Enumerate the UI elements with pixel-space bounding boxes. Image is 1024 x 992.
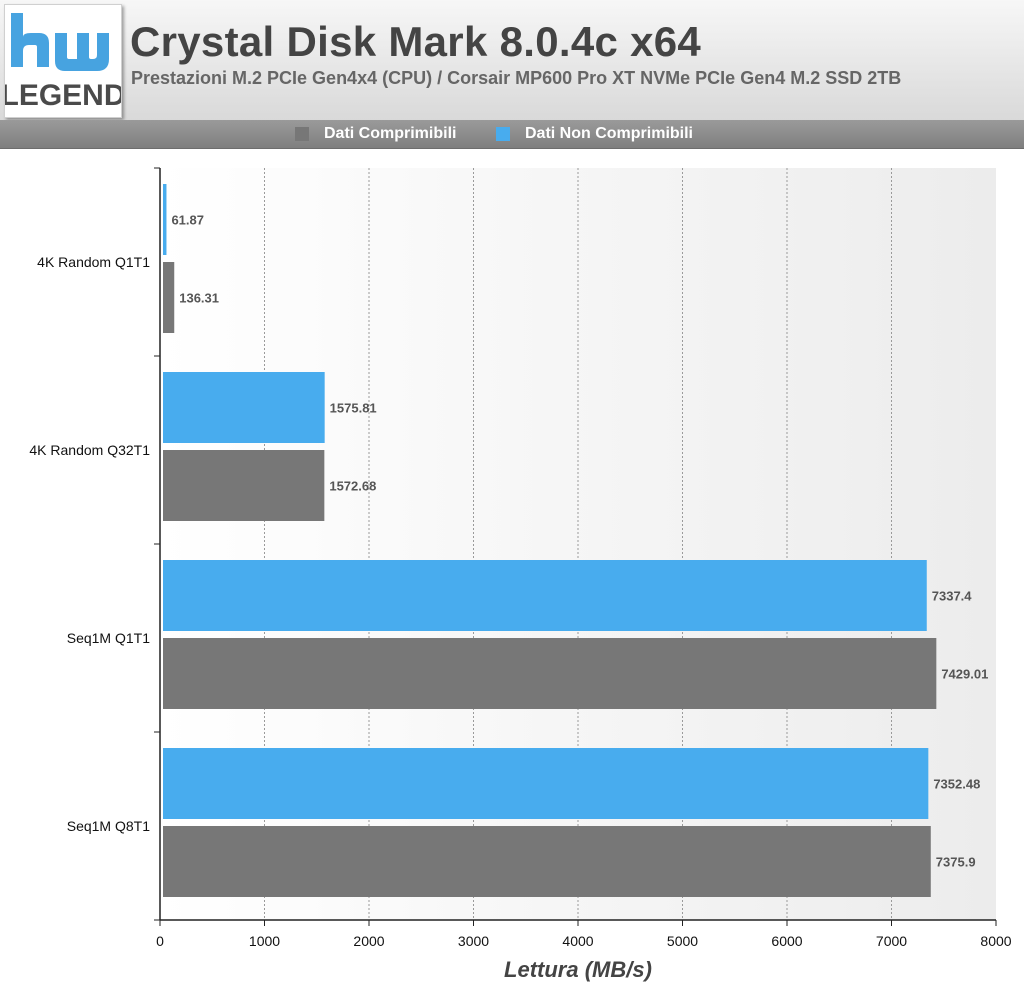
bar xyxy=(163,638,937,709)
chart-subtitle: Prestazioni M.2 PCIe Gen4x4 (CPU) / Cors… xyxy=(131,68,902,88)
data-label: 1572.68 xyxy=(329,479,376,494)
svg-text:LEGEND: LEGEND xyxy=(5,79,121,112)
logo: LEGEND xyxy=(4,4,122,118)
chart-title: Crystal Disk Mark 8.0.4c x64 xyxy=(130,18,702,65)
legend-swatch-blue xyxy=(496,127,510,141)
x-tick-label: 6000 xyxy=(771,933,802,949)
x-tick-label: 4000 xyxy=(562,933,593,949)
x-tick-label: 3000 xyxy=(458,933,489,949)
x-tick-label: 8000 xyxy=(980,933,1011,949)
bar xyxy=(163,748,929,819)
category-label: 4K Random Q32T1 xyxy=(29,442,150,458)
category-label: Seq1M Q8T1 xyxy=(67,818,150,834)
x-tick-label: 5000 xyxy=(667,933,698,949)
x-tick-label: 0 xyxy=(156,933,164,949)
data-label: 1575.81 xyxy=(330,401,377,416)
x-tick-label: 1000 xyxy=(249,933,280,949)
legend-label: Dati Non Comprimibili xyxy=(525,125,693,142)
x-tick-label: 7000 xyxy=(876,933,907,949)
bar xyxy=(163,262,175,333)
legend: Dati Comprimibili Dati Non Comprimibili xyxy=(0,120,1024,149)
category-label: Seq1M Q1T1 xyxy=(67,630,150,646)
data-label: 7352.48 xyxy=(933,777,980,792)
data-label: 136.31 xyxy=(179,291,219,306)
x-tick-label: 2000 xyxy=(353,933,384,949)
x-axis-title: Lettura (MB/s) xyxy=(504,957,652,982)
bar xyxy=(163,450,325,521)
data-label: 7375.9 xyxy=(936,855,976,870)
data-label: 7337.4 xyxy=(932,589,973,604)
bar xyxy=(163,560,927,631)
legend-swatch-gray xyxy=(295,127,309,141)
legend-label: Dati Comprimibili xyxy=(324,125,457,142)
logo-graphic: LEGEND xyxy=(5,13,121,112)
bar xyxy=(163,184,167,255)
bar xyxy=(163,372,325,443)
data-label: 7429.01 xyxy=(941,667,988,682)
bar xyxy=(163,826,931,897)
category-label: 4K Random Q1T1 xyxy=(37,254,150,270)
chart-header: LEGEND Crystal Disk Mark 8.0.4c x64 Pres… xyxy=(0,0,1024,122)
data-label: 61.87 xyxy=(171,213,204,228)
